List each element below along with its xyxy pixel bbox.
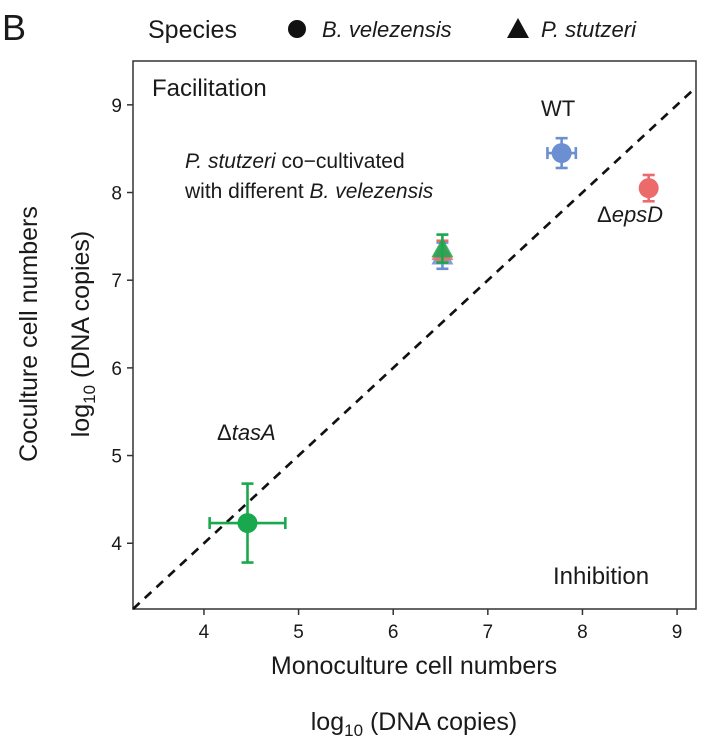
- data-point-triangle-5: [431, 237, 454, 258]
- note-line2-italic: B. velezensis: [310, 180, 434, 203]
- y-axis-label-sub: 10: [80, 385, 99, 404]
- note-line1-rest: co−cultivated: [276, 150, 405, 173]
- x-tick-label: 6: [388, 622, 399, 643]
- data-marks: [208, 136, 659, 564]
- x-axis-label-line1: Monoculture cell numbers: [271, 652, 557, 680]
- legend-label-b-velezensis: B. velezensis: [322, 17, 452, 42]
- annotation-note-line2: with different B. velezensis: [184, 180, 434, 203]
- annotation-inhibition: Inhibition: [553, 563, 649, 590]
- annotation-note-line1: P. stutzeri co−cultivated: [185, 150, 405, 173]
- x-tick-label: 4: [199, 622, 210, 643]
- data-point-circle-0: [551, 143, 572, 164]
- data-point-circle-1: [638, 178, 659, 199]
- y-tick-label: 4: [111, 534, 122, 555]
- plot-border: [132, 60, 697, 610]
- panel-label: B: [2, 7, 26, 48]
- annotation-epsd-name: epsD: [612, 202, 663, 227]
- x-axis-label-sub: 10: [344, 721, 363, 740]
- legend: Species B. velezensis P. stutzeri: [148, 16, 637, 44]
- x-tick-label: 9: [672, 622, 683, 643]
- legend-label-p-stutzeri: P. stutzeri: [541, 17, 637, 42]
- note-line1-italic: P. stutzeri: [185, 150, 277, 173]
- legend-circle-marker: [288, 20, 306, 38]
- x-axis-label-log: log: [311, 708, 344, 736]
- x-tick-label: 8: [577, 622, 588, 643]
- y-tick-label: 8: [111, 184, 122, 205]
- annotation-wt: WT: [541, 96, 575, 121]
- annotation-epsd-delta: Δ: [597, 202, 612, 227]
- x-axis-ticks: 4 5 6 7 8 9: [199, 609, 683, 643]
- annotation-tasa: ΔtasA: [217, 420, 276, 445]
- y-axis-label-line2: log10 (DNA copies): [67, 231, 99, 438]
- annotation-tasa-name: tasA: [232, 420, 276, 445]
- y-tick-label: 9: [111, 96, 122, 117]
- y-axis-label-log: log: [67, 404, 95, 437]
- x-axis-label-units: (DNA copies): [363, 708, 517, 736]
- x-tick-label: 5: [293, 622, 304, 643]
- x-axis-label-line2: log10 (DNA copies): [311, 708, 518, 740]
- annotation-epsd: ΔepsD: [597, 202, 663, 227]
- annotation-facilitation: Facilitation: [152, 75, 267, 102]
- y-tick-label: 5: [111, 447, 122, 468]
- y-tick-label: 6: [111, 359, 122, 380]
- y-axis-label-units: (DNA copies): [67, 231, 95, 385]
- note-line2-rest: with different: [184, 180, 310, 203]
- x-tick-label: 7: [483, 622, 494, 643]
- y-axis-ticks: 4 5 6 7 8 9: [111, 96, 133, 555]
- legend-triangle-marker: [507, 18, 529, 38]
- y-axis-label-line1: Coculture cell numbers: [15, 206, 43, 462]
- annotation-tasa-delta: Δ: [217, 420, 232, 445]
- data-point-circle-2: [237, 513, 258, 534]
- legend-title: Species: [148, 16, 237, 44]
- y-tick-label: 7: [111, 271, 122, 292]
